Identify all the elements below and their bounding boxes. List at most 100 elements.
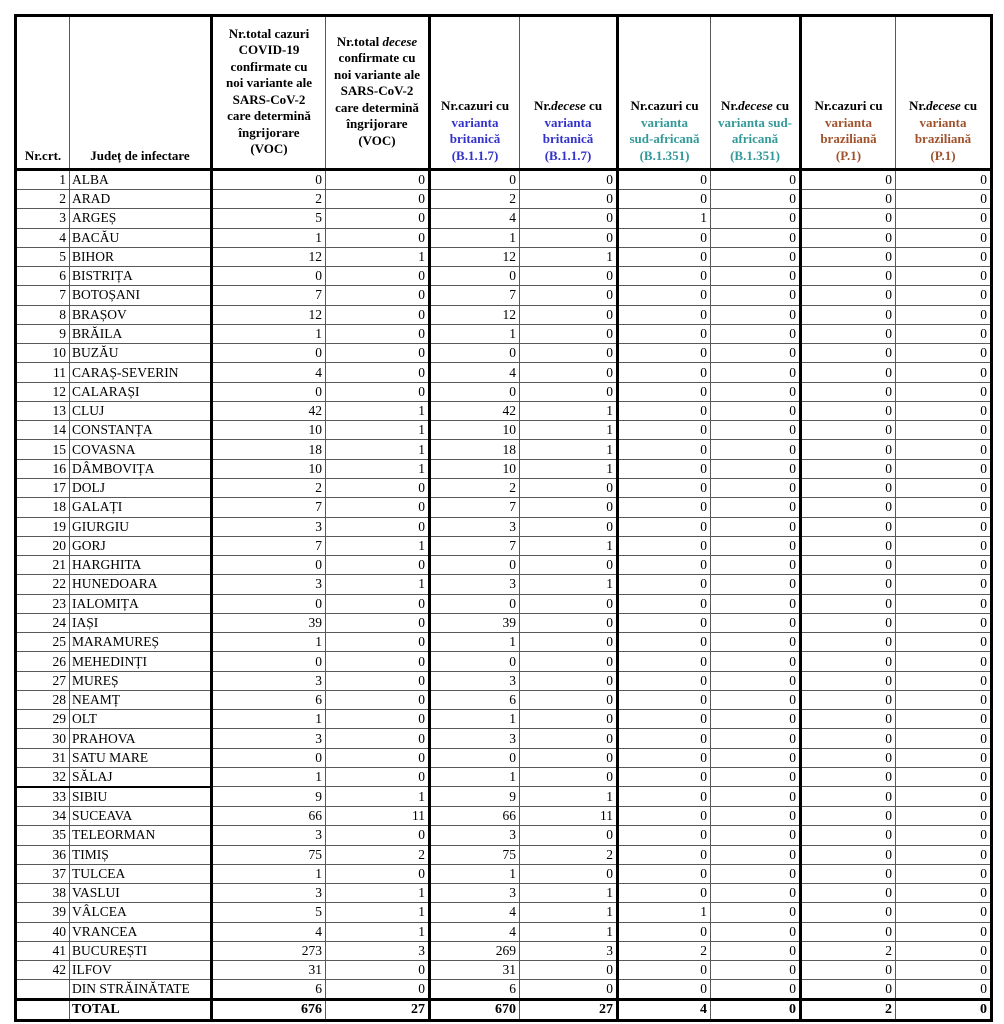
value-cell: 0 [799, 208, 896, 229]
row-number: 36 [15, 844, 70, 865]
value-cell: 2 [799, 940, 896, 962]
value-cell: 0 [895, 979, 992, 1001]
value-cell: 1 [616, 208, 711, 229]
value-cell: 7 [210, 535, 326, 557]
value-cell: 0 [895, 825, 992, 846]
row-number: 37 [15, 863, 70, 885]
value-cell: 0 [616, 747, 711, 768]
value-cell: 0 [210, 266, 326, 287]
value-cell: 39 [210, 612, 326, 634]
value-cell: 1 [519, 535, 618, 557]
county-name: BISTRIȚA [69, 266, 212, 287]
value-cell: 4 [428, 362, 520, 383]
value-cell: 0 [616, 825, 711, 846]
value-cell: 0 [895, 362, 992, 383]
value-cell: 18 [210, 439, 326, 460]
county-row: 5 BIHOR 12 1 12 1 0 0 0 0 [15, 246, 992, 268]
value-cell: 0 [710, 323, 801, 345]
value-cell: 1 [210, 709, 326, 730]
column-header-britanica-cazuri: Nr.cazuri cu varianta britanică (B.1.1.7) [428, 15, 520, 171]
value-cell: 0 [799, 169, 896, 190]
value-cell: 0 [895, 747, 992, 768]
value-cell: 0 [616, 863, 711, 885]
value-cell: 0 [710, 304, 801, 325]
value-cell: 0 [710, 998, 801, 1022]
column-header-voc-total-decese: Nr.total decese confirmate cu noi variante… [325, 15, 430, 171]
row-number: 12 [15, 381, 70, 402]
county-row: 29 OLT 1 0 1 0 0 0 0 0 [15, 709, 992, 730]
value-cell: 0 [616, 420, 711, 441]
value-cell: 0 [616, 612, 711, 634]
county-name: MEHEDINȚI [69, 651, 212, 672]
county-name: BACĂU [69, 227, 212, 248]
value-cell: 1 [325, 574, 430, 595]
value-cell: 0 [616, 458, 711, 479]
county-name: VRANCEA [69, 921, 212, 942]
covid-variants-by-county-table: Nr.crt. Județ de infectare Nr.total cazuri… [14, 14, 993, 1023]
county-name: CLUJ [69, 400, 212, 422]
row-number: 35 [15, 825, 70, 846]
value-cell: 0 [895, 863, 992, 885]
value-cell: 10 [428, 420, 520, 441]
value-cell: 0 [799, 381, 896, 402]
value-cell: 1 [325, 921, 430, 942]
value-cell: 0 [616, 632, 711, 653]
column-header-judet-de-infectare: Județ de infectare [69, 15, 212, 171]
value-cell: 1 [428, 766, 520, 788]
value-cell: 0 [616, 593, 711, 614]
value-cell: 0 [895, 786, 992, 807]
value-cell: 1 [519, 574, 618, 595]
value-cell: 0 [710, 960, 801, 981]
value-cell: 1 [325, 400, 430, 422]
row-number: 14 [15, 420, 70, 441]
value-cell: 0 [799, 844, 896, 865]
header-row: Nr.crt. Județ de infectare Nr.total cazuri… [15, 15, 992, 171]
value-cell: 0 [799, 535, 896, 557]
value-cell: 0 [710, 188, 801, 210]
value-cell: 0 [616, 651, 711, 672]
value-cell: 3 [210, 670, 326, 691]
value-cell: 0 [895, 883, 992, 904]
value-cell: 0 [710, 285, 801, 306]
value-cell: 0 [325, 651, 430, 672]
value-cell: 2 [428, 188, 520, 210]
county-name: VÂLCEA [69, 902, 212, 923]
value-cell: 0 [895, 844, 992, 865]
value-cell: 0 [799, 786, 896, 807]
row-number: 15 [15, 439, 70, 460]
value-cell: 0 [895, 304, 992, 325]
row-number: 10 [15, 343, 70, 364]
value-cell: 1 [519, 921, 618, 942]
value-cell: 0 [616, 285, 711, 306]
value-cell: 0 [710, 805, 801, 827]
value-cell: 0 [895, 266, 992, 287]
county-row: 38 VASLUI 3 1 3 1 0 0 0 0 [15, 883, 992, 904]
value-cell: 1 [210, 863, 326, 885]
value-cell: 0 [895, 670, 992, 691]
county-name: MUREȘ [69, 670, 212, 691]
value-cell: 0 [799, 632, 896, 653]
value-cell: 0 [616, 844, 711, 865]
value-cell: 0 [325, 612, 430, 634]
value-cell: 670 [428, 998, 520, 1022]
value-cell: 9 [428, 786, 520, 807]
value-cell: 0 [710, 844, 801, 865]
value-cell: 0 [616, 188, 711, 210]
value-cell: 0 [325, 516, 430, 537]
value-cell: 0 [895, 477, 992, 499]
county-name: DÂMBOVIȚA [69, 458, 212, 479]
value-cell: 0 [710, 728, 801, 749]
value-cell: 12 [210, 304, 326, 325]
value-cell: 0 [710, 343, 801, 364]
value-cell: 0 [325, 670, 430, 691]
value-cell: 0 [428, 266, 520, 287]
row-number: 38 [15, 883, 70, 904]
row-number: 24 [15, 612, 70, 634]
value-cell: 3 [428, 728, 520, 749]
row-number: 2 [15, 188, 70, 210]
value-cell: 0 [710, 670, 801, 691]
value-cell: 2 [519, 844, 618, 865]
value-cell: 6 [428, 979, 520, 1001]
county-row: 9 BRĂILA 1 0 1 0 0 0 0 0 [15, 323, 992, 345]
value-cell: 0 [895, 343, 992, 364]
